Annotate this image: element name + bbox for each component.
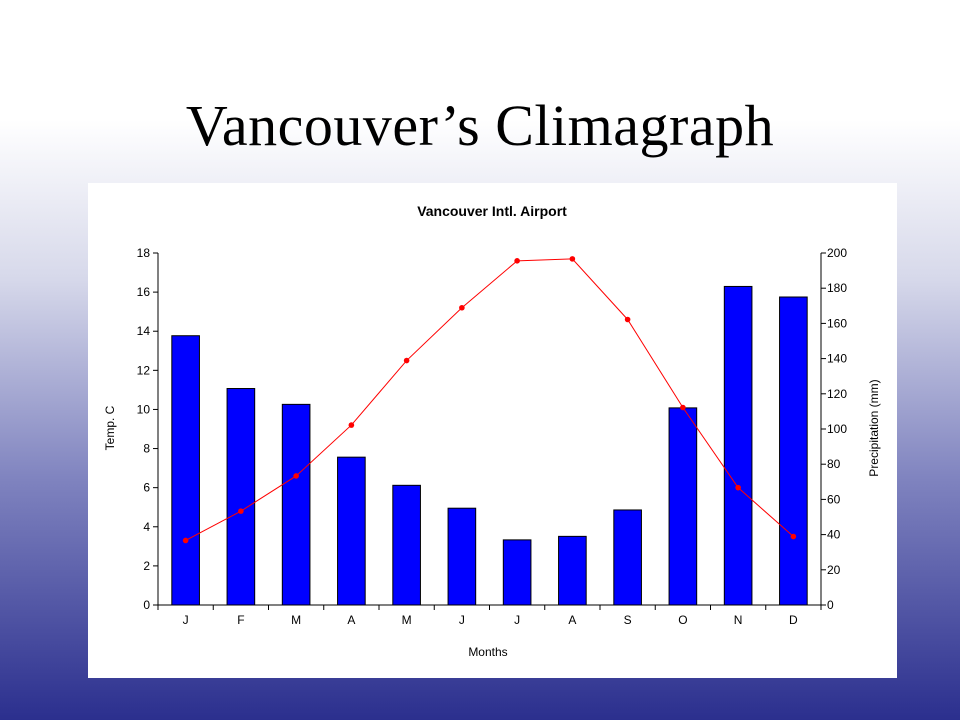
- y-tick-label: 14: [137, 324, 151, 338]
- temperature-point: [293, 473, 299, 479]
- x-tick-label: N: [734, 613, 743, 627]
- chart-canvas: Vancouver Intl. Airport 0246810121416180…: [103, 203, 881, 659]
- precip-bar: [171, 335, 200, 606]
- y2-tick-label: 200: [827, 246, 847, 260]
- temperature-line: [185, 258, 794, 541]
- y-tick-label: 10: [137, 402, 151, 416]
- x-tick-label: O: [678, 613, 687, 627]
- y-tick-label: 2: [143, 559, 150, 573]
- y2-tick-label: 80: [827, 457, 841, 471]
- precip-bar: [281, 403, 311, 606]
- y-tick-label: 16: [137, 285, 151, 299]
- y2-tick-label: 20: [827, 563, 841, 577]
- temperature-point: [624, 316, 631, 323]
- x-tick-label: A: [568, 613, 576, 627]
- y2-tick-label: 60: [827, 492, 841, 506]
- temperature-point: [514, 258, 520, 264]
- y-tick-label: 12: [137, 363, 151, 377]
- y-tick-label: 4: [143, 520, 150, 534]
- precip-bar: [558, 535, 587, 606]
- y2-tick-label: 0: [827, 598, 834, 612]
- temperature-point: [403, 357, 410, 364]
- y2-tick-label: 140: [827, 352, 847, 366]
- precip-bar: [668, 407, 698, 606]
- temperature-point: [348, 422, 355, 428]
- temperature-point: [182, 537, 189, 544]
- precip-bar: [779, 296, 808, 606]
- temperature-point: [735, 484, 741, 491]
- x-tick-label: A: [347, 613, 355, 627]
- y-tick-label: 6: [143, 481, 150, 495]
- x-tick-label: S: [624, 613, 632, 627]
- x-tick-label: J: [183, 613, 189, 627]
- precip-bar: [392, 484, 421, 606]
- temperature-point: [238, 508, 244, 514]
- precip-bar: [502, 539, 532, 606]
- x-tick-label: D: [789, 613, 798, 627]
- precip-bar: [226, 388, 256, 606]
- slide-title: Vancouver’s Climagraph: [185, 93, 775, 158]
- temperature-point: [569, 256, 576, 262]
- temperature-point: [459, 304, 465, 311]
- y-axis-title: Temp. C: [103, 405, 117, 450]
- plot-area: 0246810121416180204060801001201401601802…: [137, 246, 848, 627]
- temperature-point: [790, 533, 797, 540]
- y2-tick-label: 120: [827, 387, 847, 401]
- climagraph-chart: Vancouver Intl. Airport 0 2 4 6 8 10 12 14 16 18 0…: [88, 183, 897, 678]
- precip-bar: [447, 507, 477, 606]
- y2-tick-label: 100: [827, 422, 847, 436]
- x-tick-label: F: [237, 613, 244, 627]
- precip-bar: [613, 509, 642, 606]
- x-axis-title: Months: [468, 645, 507, 659]
- x-tick-label: J: [514, 613, 520, 627]
- precip-bar: [337, 456, 366, 606]
- precip-bar: [723, 285, 753, 606]
- temperature-point: [680, 404, 686, 411]
- y2-tick-label: 180: [827, 281, 847, 295]
- x-tick-label: M: [402, 613, 412, 627]
- y2-tick-label: 160: [827, 316, 847, 330]
- x-tick-label: J: [459, 613, 465, 627]
- y-tick-label: 18: [137, 246, 151, 260]
- y2-axis-title: Precipitation (mm): [867, 379, 881, 476]
- y-tick-label: 0: [143, 598, 150, 612]
- chart-title: Vancouver Intl. Airport: [417, 203, 567, 219]
- x-tick-label: M: [291, 613, 301, 627]
- y-tick-label: 8: [143, 442, 150, 456]
- y2-tick-label: 40: [827, 528, 841, 542]
